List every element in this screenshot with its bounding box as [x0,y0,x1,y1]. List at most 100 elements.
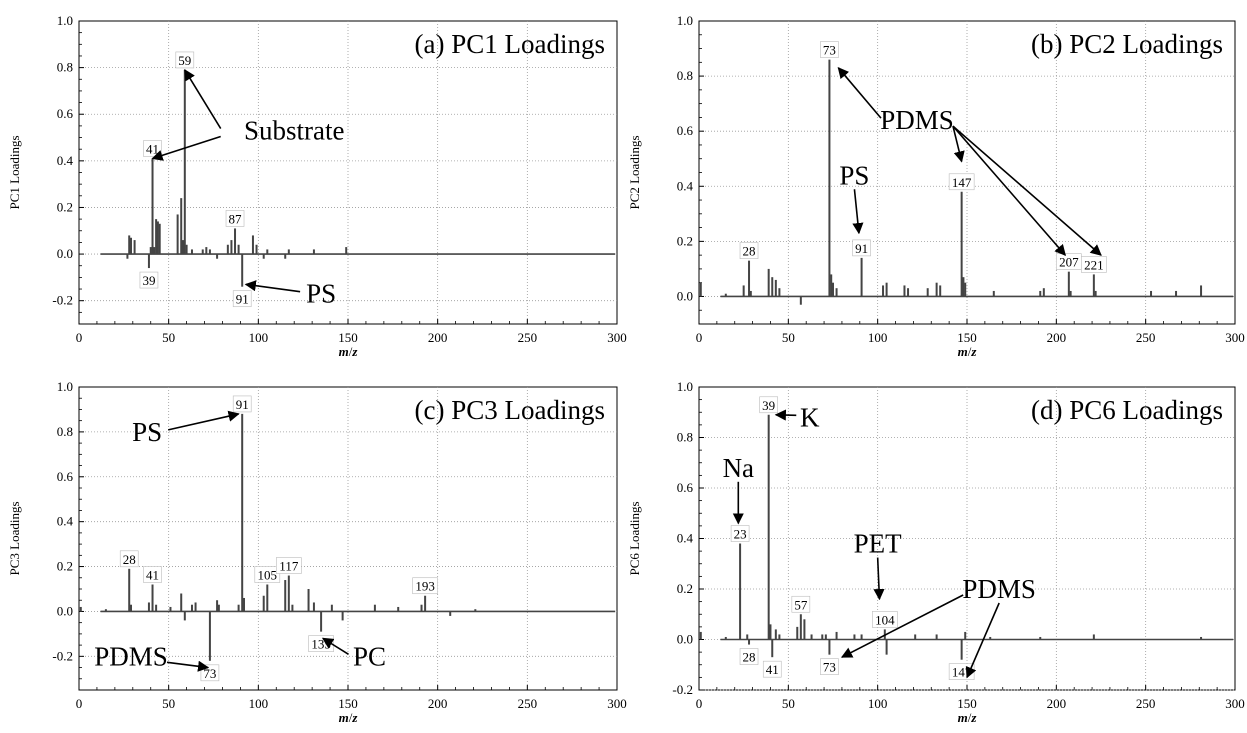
y-tick-label: 0.4 [57,153,74,168]
peak-label-box [762,660,782,678]
peak-label-105: 105 [254,566,281,583]
peak-label-39: 39 [139,271,159,289]
peak-label-text: 28 [123,552,136,567]
peak-label-73: 73 [820,41,839,58]
y-tick-label: 0.6 [57,106,74,121]
x-tick-label: 200 [428,330,448,345]
y-tick-label: 0.2 [677,581,693,596]
annotation-pdms: PDMS [840,574,1036,679]
peak-label-28: 28 [119,550,139,568]
peak-label-box [119,550,139,568]
annotation-arrow [321,637,349,656]
annotation-text: PS [132,417,162,447]
annotation-ps: PS [244,279,336,309]
peak-label-box [791,595,811,613]
annotation-arrow [184,68,222,129]
y-tick-label: -0.2 [672,682,693,697]
x-tick-label: 150 [957,330,977,345]
annotation-text: PDMS [962,574,1036,604]
x-tick-label: 0 [696,696,703,711]
panel-c: 0 50 100 150 200 250 300 -0.2 0.0 0.2 0.4 0.6 0.8 1.0… [7,379,627,725]
peak-label-box [739,242,759,259]
annotation-text: PC [353,641,386,671]
x-tick-label: 150 [338,330,358,345]
peak-label-147: 147 [948,663,975,681]
annotation-text: PET [854,529,903,559]
peak-label-207: 207 [1056,253,1082,270]
peak-label-box [143,566,162,583]
x-tick-label: 300 [607,330,627,345]
x-tick-label: 250 [1136,330,1156,345]
panel-d: 0 50 100 150 200 250 300 -0.2 0.0 0.2 0.4 0.6 0.8 1.0… [627,379,1245,725]
peak-label-text: 147 [952,175,972,190]
y-tick-label: 0.6 [677,480,694,495]
peak-label-box [872,611,898,628]
peak-label-text: 135 [311,637,331,652]
peak-label-text: 28 [743,244,756,259]
peak-label-box [232,395,252,413]
peak-label-box [948,173,975,191]
y-axis-title-c: PC3 Loadings [7,501,22,575]
x-tick-label: 300 [1225,330,1245,345]
y-tick-label: 1.0 [57,379,73,394]
peak-label-text: 39 [142,273,155,288]
peak-label-41: 41 [143,566,162,583]
y-tick-label: 0.4 [677,531,694,546]
peak-label-box [730,525,750,542]
annotation-ps: PS [132,410,240,447]
y-tick-label: -0.2 [52,648,73,663]
x-tick-label: 200 [1047,696,1067,711]
x-axis-title-a: m/z [339,344,359,359]
peak-label-box [1081,256,1107,273]
peak-label-text: 193 [415,579,435,594]
annotation-arrow [952,125,1102,256]
x-tick-label: 250 [518,696,538,711]
annotation-arrow [151,135,221,161]
peak-label-text: 104 [875,612,895,627]
peak-label-box [820,658,839,675]
peak-label-box [412,577,438,595]
y-tick-label: 0.6 [677,123,694,138]
peak-label-87: 87 [225,210,245,227]
y-tick-label: 0.2 [57,199,73,214]
annotation-arrow [244,280,301,293]
annotation-pdms: PDMS [837,66,1102,256]
peak-label-73: 73 [820,658,839,675]
peak-label-193: 193 [412,577,438,595]
peak-label-box [852,239,871,257]
annotation-text: PS [839,160,869,190]
x-tick-label: 200 [428,696,448,711]
peak-label-box [254,566,281,583]
peak-label-box [225,210,245,227]
x-axis-title-c: m/z [339,710,359,725]
y-axis-title-d: PC6 Loadings [627,501,642,575]
panel-title-b: (b) PC2 Loadings [1031,29,1223,59]
peak-label-text: 221 [1084,257,1104,272]
annotation-arrow [952,125,1067,256]
peak-label-box [739,648,759,665]
y-tick-label: 0.4 [57,514,74,529]
peak-label-box [276,557,302,574]
peak-label-28: 28 [739,648,759,665]
peak-label-41: 41 [762,660,782,678]
peak-label-41: 41 [143,140,162,157]
peak-label-39: 39 [759,396,778,414]
y-tick-label: -0.2 [52,293,73,308]
peak-label-28: 28 [739,242,759,259]
peak-label-text: 87 [229,211,243,226]
annotation-arrow [774,409,797,421]
annotation-text: Substrate [244,116,345,146]
annotation-k: K [774,402,820,432]
y-axis-title-a: PC1 Loadings [7,135,22,209]
peak-label-text: 105 [258,568,278,583]
y-tick-label: 0.8 [57,424,73,439]
annotation-pdms: PDMS [94,641,210,672]
x-tick-label: 50 [782,330,795,345]
peak-label-box [175,51,195,69]
peak-label-91: 91 [232,290,252,308]
peak-label-text: 73 [823,43,836,58]
x-axis-title-d: m/z [958,710,978,725]
peak-label-text: 41 [146,568,159,583]
annotation-text: K [800,402,820,432]
